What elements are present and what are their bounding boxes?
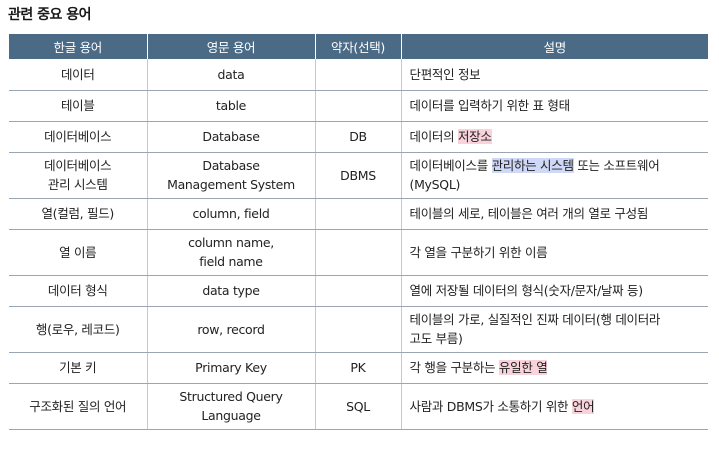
header-description: 설명 [400,34,708,59]
cell-description: 데이터를 입력하기 위한 표 형태 [400,90,708,122]
cell-english-term: row, record [146,306,315,353]
description-text: 테이블의 가로, 실질적인 진짜 데이터(행 데이터라 고도 부름) [409,312,661,346]
table-header-row: 한글 용어 영문 용어 약자(선택) 설명 [9,34,708,59]
highlighted-text: 관리하는 시스템 [491,158,574,173]
cell-english-term: column, field [146,198,315,230]
cell-korean-term: 구조화된 질의 언어 [9,383,147,430]
description-text: 각 열을 구분하기 위한 이름 [409,244,548,260]
table-row: 구조화된 질의 언어 Structured Query Language SQL 사람… [9,383,708,430]
cell-english-term: Structured Query Language [146,383,315,430]
cell-description: 테이블의 가로, 실질적인 진짜 데이터(행 데이터라 고도 부름) [400,306,708,353]
description-text: 또는 소프트웨어 (MySQL) [409,158,660,192]
header-abbreviation: 약자(선택) [314,34,401,59]
cell-abbreviation [314,306,401,353]
description-text: 테이블의 세로, 테이블은 여러 개의 열로 구성됨 [409,206,649,221]
cell-korean-term: 데이터베이스 [9,121,147,153]
cell-description: 데이터의 저장소 [400,121,708,153]
cell-korean-term: 열 이름 [9,229,147,276]
description-text: 각 행을 구분하는 [409,360,499,375]
cell-abbreviation: PK [314,352,401,384]
table-row: 행(로우, 레코드) row, record 테이블의 가로, 실질적인 진짜 데이… [9,306,708,353]
cell-description: 각 행을 구분하는 유일한 열 [400,352,708,384]
table-row: 테이블 table 데이터를 입력하기 위한 표 형태 [9,90,708,122]
table-row: 데이터베이스 Database DB 데이터의 저장소 [9,121,708,153]
cell-abbreviation: SQL [314,383,401,430]
description-text: 데이터를 입력하기 위한 표 형태 [409,98,571,113]
header-english-term: 영문 용어 [146,34,315,59]
description-text: 단편적인 정보 [409,66,481,82]
cell-korean-term: 데이터 [9,59,147,91]
cell-abbreviation [314,198,401,230]
cell-korean-term: 기본 키 [9,352,147,384]
cell-description: 사람과 DBMS가 소통하기 위한 언어 [400,383,708,430]
cell-korean-term: 데이터베이스 관리 시스템 [9,152,147,199]
cell-description: 각 열을 구분하기 위한 이름 [400,229,708,276]
cell-english-term: Database Management System [146,152,315,199]
section-title: 관련 중요 용어 [8,7,92,23]
table-row: 데이터 형식 data type 열에 저장될 데이터의 형식(숫자/문자/날짜 등… [9,275,708,307]
cell-english-term: table [146,90,315,122]
table-row: 열 이름 column name, field name 각 열을 구분하기 위한 … [9,229,708,276]
table-row: 데이터 data 단편적인 정보 [9,59,708,91]
table-row: 기본 키 Primary Key PK 각 행을 구분하는 유일한 열 [9,352,708,384]
table-row: 열(컬럼, 필드) column, field 테이블의 세로, 테이블은 여러 개… [9,198,708,230]
highlighted-text: 저장소 [457,129,492,144]
terms-table-body: 데이터 data 단편적인 정보 테이블 table 데이터를 입력하기 위한 표 형태 데… [9,59,708,430]
table-row: 데이터베이스 관리 시스템 Database Management System D… [9,152,708,199]
cell-abbreviation [314,90,401,122]
cell-abbreviation [314,229,401,276]
cell-korean-term: 행(로우, 레코드) [9,306,147,353]
cell-korean-term: 열(컬럼, 필드) [9,198,147,230]
description-text: 사람과 DBMS가 소통하기 위한 [409,398,572,414]
cell-english-term: data [146,59,315,91]
description-text: 열에 저장될 데이터의 형식(숫자/문자/날짜 등) [409,283,644,298]
cell-abbreviation [314,275,401,307]
cell-english-term: column name, field name [146,229,315,276]
cell-english-term: data type [146,275,315,307]
cell-abbreviation [314,59,401,91]
description-text: 데이터의 [409,129,458,144]
highlighted-text: 언어 [571,398,595,414]
cell-korean-term: 테이블 [9,90,147,122]
cell-description: 단편적인 정보 [400,59,708,91]
cell-description: 열에 저장될 데이터의 형식(숫자/문자/날짜 등) [400,275,708,307]
cell-abbreviation: DBMS [314,152,401,199]
cell-english-term: Primary Key [146,352,315,384]
cell-korean-term: 데이터 형식 [9,275,147,307]
header-korean-term: 한글 용어 [9,34,147,59]
highlighted-text: 유일한 열 [498,360,548,375]
cell-english-term: Database [146,121,315,153]
cell-description: 테이블의 세로, 테이블은 여러 개의 열로 구성됨 [400,198,708,230]
cell-abbreviation: DB [314,121,401,153]
cell-description: 데이터베이스를 관리하는 시스템 또는 소프트웨어 (MySQL) [400,152,708,199]
description-text: 데이터베이스를 [409,158,492,173]
